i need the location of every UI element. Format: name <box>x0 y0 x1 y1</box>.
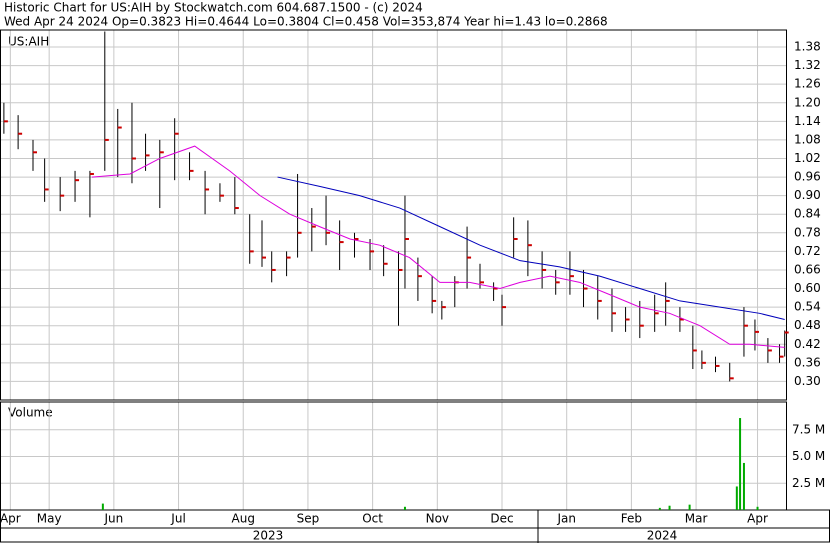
y-tick-label: 5.0 M <box>792 449 825 463</box>
x-tick-label: Aug <box>232 512 255 526</box>
x-tick-label: Mar <box>685 512 708 526</box>
price-frame <box>0 29 787 401</box>
x-tick-label: Jun <box>103 512 123 526</box>
y-tick-label: 0.30 <box>794 374 821 388</box>
year-label: 2023 <box>253 529 284 543</box>
y-tick-label: 0.90 <box>794 188 821 202</box>
volume-bar <box>668 505 671 510</box>
volume-bar <box>688 504 691 510</box>
volume-label: Volume <box>8 406 53 420</box>
y-tick-label: 0.60 <box>794 281 821 295</box>
y-tick-label: 1.08 <box>794 132 821 146</box>
volume-bar <box>403 506 406 510</box>
y-tick-label: 7.5 M <box>792 422 825 436</box>
y-tick-label: 1.02 <box>794 151 821 165</box>
y-tick-label: 0.78 <box>794 225 821 239</box>
volume-bar <box>735 486 738 510</box>
x-tick-label: Jul <box>170 512 185 526</box>
x-tick-label: Jan <box>556 512 576 526</box>
y-tick-label: 1.14 <box>794 114 821 128</box>
x-tick-label: Apr <box>747 512 768 526</box>
x-tick-label: Feb <box>621 512 642 526</box>
x-tick-label: Apr <box>0 512 21 526</box>
volume-bar <box>756 506 759 510</box>
y-tick-label: 1.38 <box>794 40 821 54</box>
header-line: Historic Chart for US:AIH by Stockwatch.… <box>4 1 423 15</box>
y-tick-label: 0.48 <box>794 318 821 332</box>
moving-average <box>91 145 785 348</box>
symbol-label: US:AIH <box>8 35 49 49</box>
volume-bar <box>658 507 661 510</box>
x-tick-label: Sep <box>297 512 320 526</box>
header-line: Wed Apr 24 2024 Op=0.3823 Hi=0.4644 Lo=0… <box>4 15 608 29</box>
y-tick-label: 0.84 <box>794 207 821 221</box>
x-tick-label: Dec <box>490 512 513 526</box>
volume-bar <box>739 418 742 510</box>
y-tick-label: 1.32 <box>794 58 821 72</box>
volume-bar <box>101 503 104 510</box>
x-tick-label: May <box>37 512 62 526</box>
y-tick-label: 0.36 <box>794 355 821 369</box>
y-tick-label: 0.72 <box>794 244 821 258</box>
y-tick-label: 0.42 <box>794 337 821 351</box>
volume-bar <box>742 462 745 510</box>
x-tick-label: Nov <box>426 512 449 526</box>
y-tick-label: 1.26 <box>794 77 821 91</box>
y-tick-label: 2.5 M <box>792 476 825 490</box>
x-tick-label: Oct <box>362 512 383 526</box>
year-label: 2024 <box>647 529 678 543</box>
y-tick-label: 1.20 <box>794 95 821 109</box>
y-tick-label: 0.96 <box>794 170 821 184</box>
y-tick-label: 0.66 <box>794 262 821 276</box>
moving-average <box>277 176 785 320</box>
y-tick-label: 0.54 <box>794 300 821 314</box>
